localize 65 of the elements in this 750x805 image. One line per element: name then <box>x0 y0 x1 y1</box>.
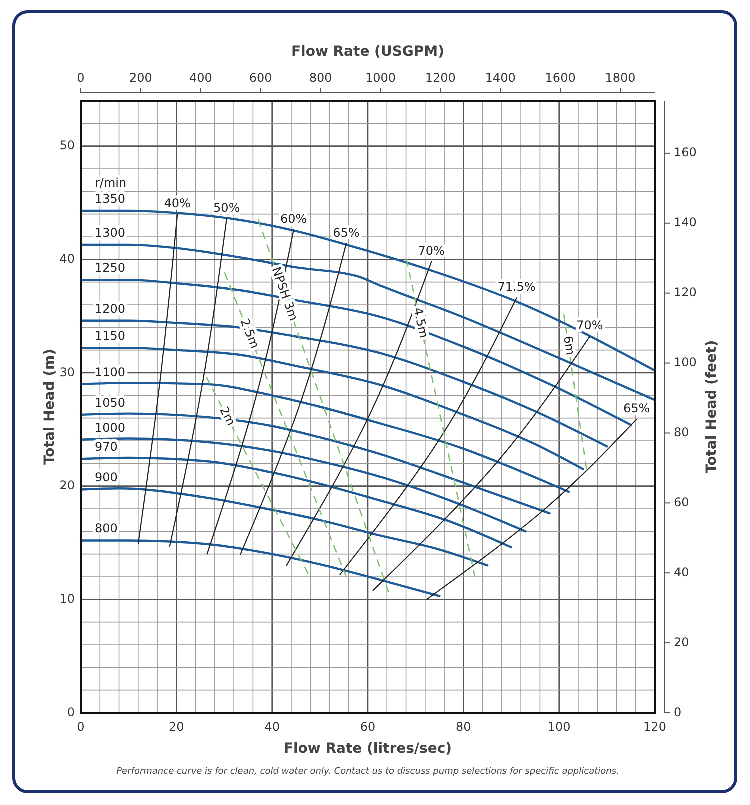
text: NPSH 3m <box>269 265 302 323</box>
y-tick-label: 50 <box>60 138 75 153</box>
series-label: 970 <box>95 440 118 454</box>
x2-tick-label: 1400 <box>485 71 516 85</box>
y2-tick-label: 40 <box>674 565 690 580</box>
x-tick-label: 20 <box>169 720 184 734</box>
y-tick-label: 20 <box>60 478 75 493</box>
x-tick-label: 100 <box>548 720 571 734</box>
y2-tick-label: 100 <box>674 356 697 370</box>
series-label: 900 <box>95 470 118 485</box>
series-label: 50% <box>214 200 240 215</box>
text: Performance curve is for clean, cold water only. Contact us to discuss pump selections for specific applications. <box>116 767 620 777</box>
annotation: r/min <box>95 176 127 190</box>
series-label: 65% <box>623 401 650 416</box>
series-label: 1200 <box>95 302 126 316</box>
x2-axis-title: Flow Rate (USGPM) <box>291 44 445 60</box>
text: 4.5m <box>411 306 432 340</box>
series-label: 1350 <box>95 192 126 206</box>
x2-tick-label: 600 <box>249 71 272 85</box>
x-axis-title: Flow Rate (litres/sec) <box>284 741 452 757</box>
y2-axis-title: Total Head (feet) <box>704 340 720 474</box>
x-tick-label: 80 <box>456 720 472 734</box>
x-tick-label: 40 <box>264 720 280 734</box>
y-tick-label: 10 <box>60 592 75 606</box>
x-tick-label: 60 <box>360 720 376 734</box>
series-label: 1300 <box>95 226 126 240</box>
y2-tick-label: 160 <box>674 146 697 160</box>
series-label: 1000 <box>95 420 126 435</box>
series-label: 70% <box>576 318 604 333</box>
x2-tick-label: 1800 <box>605 71 636 85</box>
x-tick-label: 0 <box>77 720 85 734</box>
y2-tick-label: 80 <box>674 426 690 440</box>
series-label: 60% <box>280 212 308 226</box>
series-label: 1050 <box>95 396 126 410</box>
x2-tick-label: 1200 <box>425 71 456 85</box>
x2-tick-label: 200 <box>129 71 152 85</box>
x2-tick-label: 400 <box>189 71 212 85</box>
y2-tick-label: 140 <box>674 216 697 230</box>
series-label: 71.5% <box>498 280 536 294</box>
y2-tick-label: 60 <box>674 495 690 510</box>
x-tick-label: 120 <box>644 720 666 734</box>
y2-tick-label: 120 <box>674 286 697 300</box>
x2-tick-label: 800 <box>309 71 332 85</box>
y2-tick-label: 20 <box>674 635 690 650</box>
text: 6m <box>560 335 578 356</box>
y-axis-title: Total Head (m) <box>42 348 58 466</box>
y-tick-label: 0 <box>67 705 75 720</box>
series-label: 1250 <box>95 261 126 276</box>
y2-tick-label: 0 <box>674 705 682 720</box>
series-label: 65% <box>333 226 360 240</box>
y-tick-label: 40 <box>60 252 75 266</box>
y-tick-label: 30 <box>60 365 75 380</box>
x2-tick-label: 0 <box>77 71 85 85</box>
text: 2m <box>217 404 238 428</box>
line-series <box>80 438 527 533</box>
line-series <box>80 456 513 549</box>
line-series <box>80 488 489 567</box>
line-series <box>80 382 570 494</box>
line-series <box>80 540 441 598</box>
text: 2.5m <box>238 316 262 351</box>
x2-tick-label: 1600 <box>545 71 576 85</box>
series-label: 800 <box>95 522 118 536</box>
x2-tick-label: 1000 <box>365 71 396 85</box>
series-label: 1150 <box>95 329 126 344</box>
series-label: 70% <box>418 244 445 258</box>
